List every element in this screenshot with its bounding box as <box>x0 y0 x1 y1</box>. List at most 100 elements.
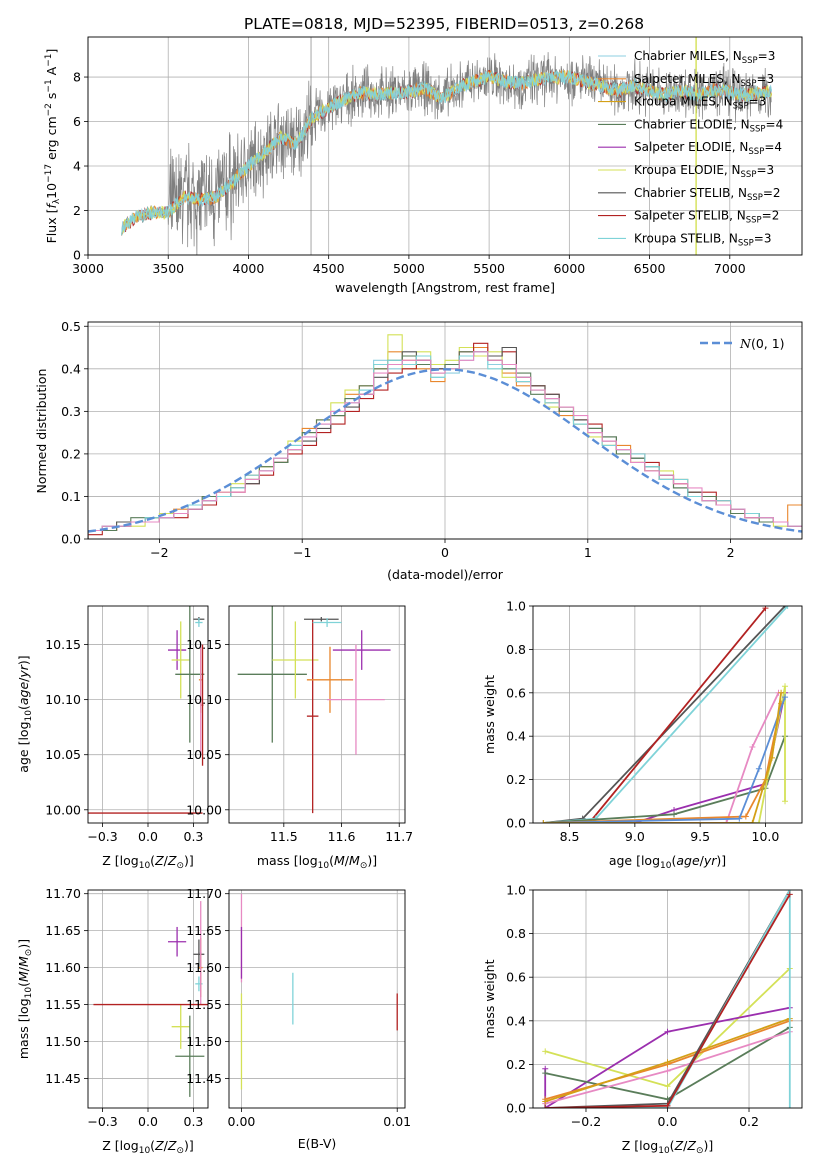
y-tick-label: 11.45 <box>186 1071 222 1086</box>
legend-label-tail: =4 <box>766 117 784 131</box>
y-tick-label: 2 <box>73 203 81 218</box>
plot-area <box>93 901 208 1097</box>
y-tick-label: 0.2 <box>506 1057 526 1072</box>
y-tick-label: 10.05 <box>186 747 222 762</box>
y-axis-label-part: 10 <box>24 987 34 999</box>
x-axis-label-part: age <box>676 853 700 868</box>
y-axis-label: age [log10(age/yr)] <box>16 655 34 772</box>
legend-label: Kroupa ELODIE, NSSP=3 <box>634 163 774 180</box>
x-axis-label-part: Z <box>674 1138 684 1153</box>
y-tick-label: 0.0 <box>506 1101 526 1116</box>
model-spectrum-line <box>121 69 772 236</box>
x-tick-label: −0.2 <box>571 1114 601 1129</box>
x-tick-label: 11.6 <box>328 829 356 844</box>
y-axis-label-part: −2 <box>44 103 54 116</box>
x-axis-label-part: Z <box>686 1138 696 1153</box>
cumulative-marker <box>664 1067 671 1074</box>
legend-label: Kroupa STELIB, NSSP=3 <box>634 231 772 248</box>
cumulative-line <box>543 607 767 823</box>
y-tick-label: 11.45 <box>45 1071 81 1086</box>
plot-area <box>540 606 791 823</box>
cumulative-line <box>543 692 780 823</box>
y-tick-label: 0.6 <box>506 685 526 700</box>
x-tick-label: 3500 <box>152 261 184 276</box>
legend-label: Kroupa MILES, NSSP=3 <box>634 95 766 112</box>
x-tick-label: 3000 <box>72 261 104 276</box>
plot-area <box>240 893 398 1090</box>
legend-label-sub: SSP <box>742 56 758 66</box>
cumulative-marker <box>671 811 678 818</box>
x-axis-label: E(B-V) <box>298 1136 337 1151</box>
x-tick-label: 9.5 <box>690 829 710 844</box>
x-axis-label-part: ⊙ <box>176 861 184 871</box>
cumulative-marker <box>664 1083 671 1090</box>
y-tick-label: 11.65 <box>186 923 222 938</box>
y-axis-label: mass weight <box>482 675 497 754</box>
cumulative-marker <box>782 798 789 805</box>
y-tick-label: 0.5 <box>61 319 81 334</box>
panel-residuals: −2 −1 0 1 2 0.0 0.1 0.2 0.3 0.4 0.5 (data-model)/er… <box>34 319 803 582</box>
x-axis-label-part: 10 <box>318 861 330 871</box>
x-axis-label-part: ( <box>671 853 676 868</box>
x-tick-label: −2 <box>150 545 168 560</box>
legend-label-sub: SSP <box>746 216 762 226</box>
y-axis-label-part: M <box>16 971 31 982</box>
cumulative-line <box>543 686 786 823</box>
y-axis-label-part: age [log <box>16 721 31 772</box>
y-axis-label-part: 10 <box>24 710 34 722</box>
cumulative-line <box>543 703 782 823</box>
x-axis-label-part: age [log <box>609 853 660 868</box>
legend-label-main: Kroupa ELODIE, N <box>634 163 741 177</box>
legend-label-tail: =3 <box>756 72 774 86</box>
x-axis-label-part: mass [log <box>257 853 318 868</box>
plot-area <box>88 606 205 814</box>
x-axis-label-part: Z [log <box>102 853 138 868</box>
cumulative-marker <box>723 820 730 823</box>
y-tick-label: 10.10 <box>186 692 222 707</box>
axes-frame <box>87 605 209 824</box>
y-tick-label: 0.2 <box>61 446 81 461</box>
y-tick-label: 1.0 <box>506 883 526 898</box>
cumulative-marker <box>540 820 547 823</box>
y-axis-label: Normed distribution <box>34 369 49 494</box>
x-tick-label: 2 <box>727 545 735 560</box>
y-tick-label: 0.4 <box>506 1013 526 1028</box>
cumulative-marker <box>786 891 793 898</box>
x-tick-label: 0.0 <box>138 1114 158 1129</box>
x-axis-label-part: Z <box>154 853 164 868</box>
x-axis-label-part: ( <box>670 1138 675 1153</box>
x-axis-label-part: )] <box>703 1138 713 1153</box>
legend-label: Chabrier STELIB, NSSP=2 <box>634 186 781 203</box>
y-tick-label: 0.4 <box>61 361 81 376</box>
x-axis-label-part: )] <box>184 1138 194 1153</box>
x-tick-label: 10.0 <box>752 829 780 844</box>
axes-frame <box>87 889 209 1109</box>
x-axis-label-part: )] <box>184 853 194 868</box>
y-tick-label: 11.70 <box>186 886 222 901</box>
panel-cumulative_Z: −0.2 0.0 0.2 0.0 0.2 0.4 0.6 0.8 1.0 mass weight Z… <box>482 883 803 1156</box>
x-axis-label-part: 10 <box>660 861 672 871</box>
y-tick-label: 0.2 <box>506 772 526 787</box>
x-tick-label: 11.7 <box>385 829 413 844</box>
x-axis-label-part: / <box>683 1138 688 1153</box>
legend-label-tail: =3 <box>749 95 767 109</box>
y-tick-label: 6 <box>73 114 81 129</box>
legend-label-tail: =3 <box>754 231 772 245</box>
legend-label: N(0, 1) <box>739 336 785 351</box>
cumulative-marker <box>768 754 775 761</box>
axes-frame <box>228 605 406 824</box>
legend-label-main: Chabrier STELIB, N <box>634 186 747 200</box>
model-spectrum-line <box>121 70 773 236</box>
legend-label-sub: SSP <box>733 102 749 112</box>
cumulative-marker <box>664 1028 671 1035</box>
y-tick-label: 10.00 <box>45 802 81 817</box>
y-tick-label: 11.60 <box>186 960 222 975</box>
legend-label-params: (0, 1) <box>751 336 785 351</box>
legend-label: Salpeter MILES, NSSP=3 <box>634 72 774 89</box>
cumulative-marker <box>742 813 749 820</box>
panel-mass_vs_Z: −0.3 0.0 0.3 11.45 11.50 11.55 11.60 11.65 11.70… <box>16 886 209 1156</box>
x-tick-label: 6000 <box>553 261 585 276</box>
legend-label-main: Kroupa MILES, N <box>634 95 733 109</box>
